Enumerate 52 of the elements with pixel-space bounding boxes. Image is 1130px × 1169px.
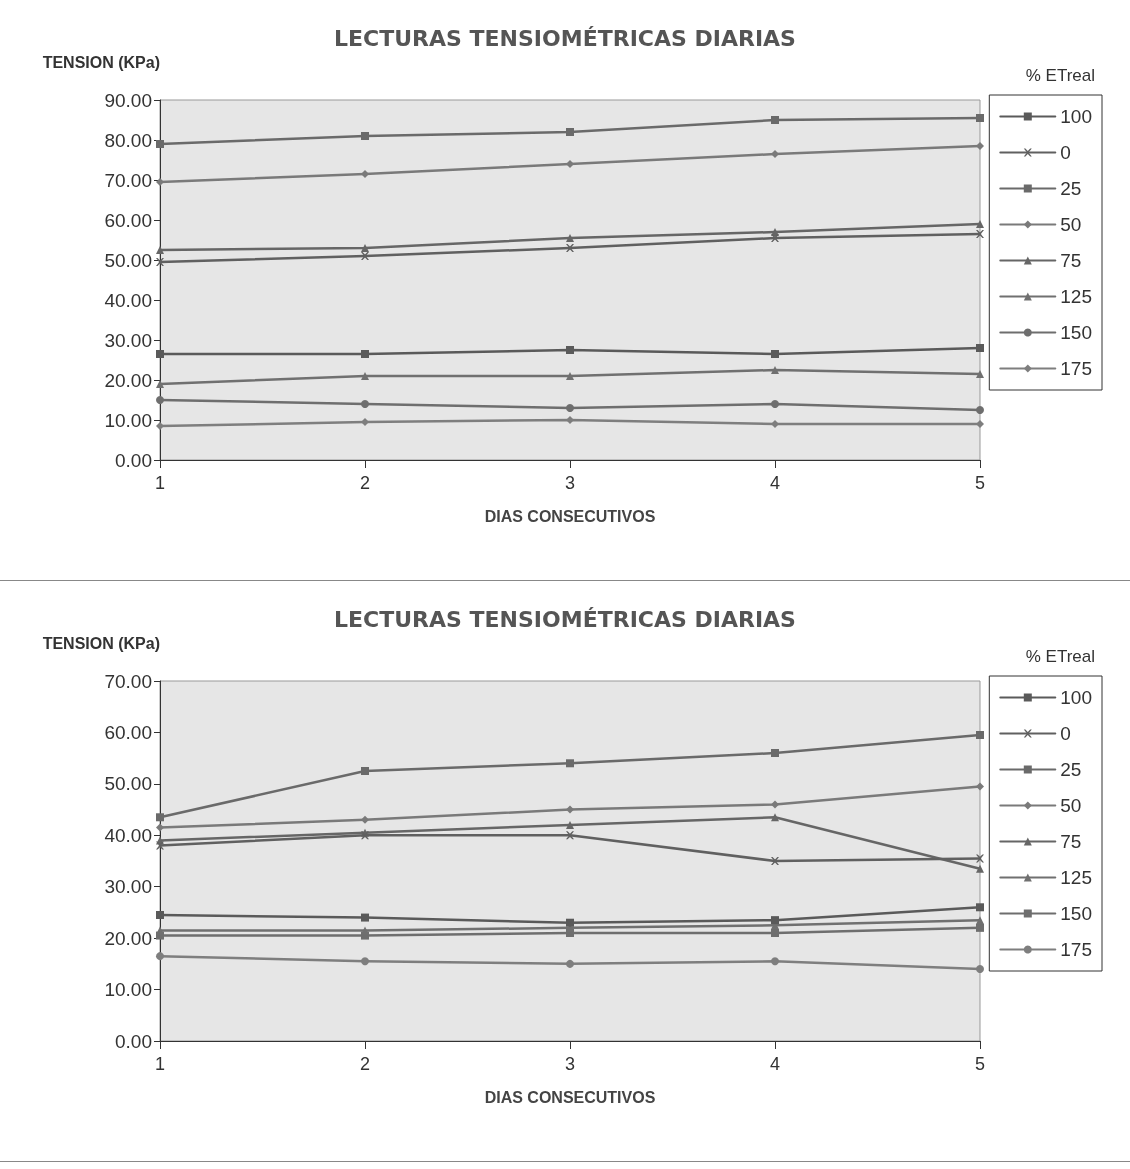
y-tick-label: 60.00 xyxy=(104,209,152,231)
x-tick-label: 4 xyxy=(769,1054,781,1074)
legend-label: 75 xyxy=(1060,831,1082,852)
y-tick-label: 60.00 xyxy=(104,721,152,743)
y-axis-title: TENSION (KPa) xyxy=(42,634,160,652)
x-tick-label: 1 xyxy=(154,473,166,493)
y-tick-label: 10.00 xyxy=(104,979,152,1001)
y-tick-label: 50.00 xyxy=(104,773,152,795)
legend-label: 125 xyxy=(1060,867,1092,888)
y-axis-title: TENSION (KPa) xyxy=(42,53,160,71)
y-tick-label: 70.00 xyxy=(104,670,152,692)
legend-label: 175 xyxy=(1060,939,1092,960)
x-tick-label: 2 xyxy=(359,473,371,493)
legend-label: 100 xyxy=(1060,106,1092,127)
legend-label: 150 xyxy=(1060,322,1092,343)
x-tick-label: 1 xyxy=(154,1054,166,1074)
legend-label: 50 xyxy=(1060,214,1082,235)
y-tick-label: 10.00 xyxy=(104,409,152,431)
y-tick-label: 20.00 xyxy=(104,927,152,949)
y-tick-label: 40.00 xyxy=(104,289,152,311)
legend-label: 0 xyxy=(1060,142,1071,163)
legend-label: 25 xyxy=(1060,759,1082,780)
x-tick-label: 5 xyxy=(974,473,986,493)
y-tick-label: 0.00 xyxy=(115,1030,152,1052)
x-axis-title: DIAS CONSECUTIVOS xyxy=(484,1088,656,1106)
legend-label: 100 xyxy=(1060,687,1092,708)
legend-title: % ETreal xyxy=(1025,66,1095,85)
legend-label: 150 xyxy=(1060,903,1092,924)
x-tick-label: 4 xyxy=(769,473,781,493)
y-tick-label: 20.00 xyxy=(104,369,152,391)
legend-label: 175 xyxy=(1060,358,1092,379)
chart-title: LECTURAS TENSIOMÉTRICAS DIARIAS xyxy=(334,25,796,51)
x-tick-label: 3 xyxy=(564,1054,576,1074)
x-tick-label: 3 xyxy=(564,473,576,493)
y-tick-label: 40.00 xyxy=(104,824,152,846)
legend-label: 125 xyxy=(1060,286,1092,307)
legend-label: 25 xyxy=(1060,178,1082,199)
chart-title: LECTURAS TENSIOMÉTRICAS DIARIAS xyxy=(334,606,796,632)
legend-label: 0 xyxy=(1060,723,1071,744)
y-tick-label: 30.00 xyxy=(104,329,152,351)
legend-title: % ETreal xyxy=(1025,647,1095,666)
x-tick-label: 2 xyxy=(359,1054,371,1074)
legend-label: 75 xyxy=(1060,250,1082,271)
y-tick-label: 0.00 xyxy=(115,449,152,471)
y-tick-label: 30.00 xyxy=(104,876,152,898)
legend-label: 50 xyxy=(1060,795,1082,816)
y-tick-label: 70.00 xyxy=(104,169,152,191)
y-tick-label: 80.00 xyxy=(104,129,152,151)
x-tick-label: 5 xyxy=(974,1054,986,1074)
x-axis-title: DIAS CONSECUTIVOS xyxy=(484,507,656,525)
y-tick-label: 90.00 xyxy=(104,89,152,111)
y-tick-label: 50.00 xyxy=(104,249,152,271)
